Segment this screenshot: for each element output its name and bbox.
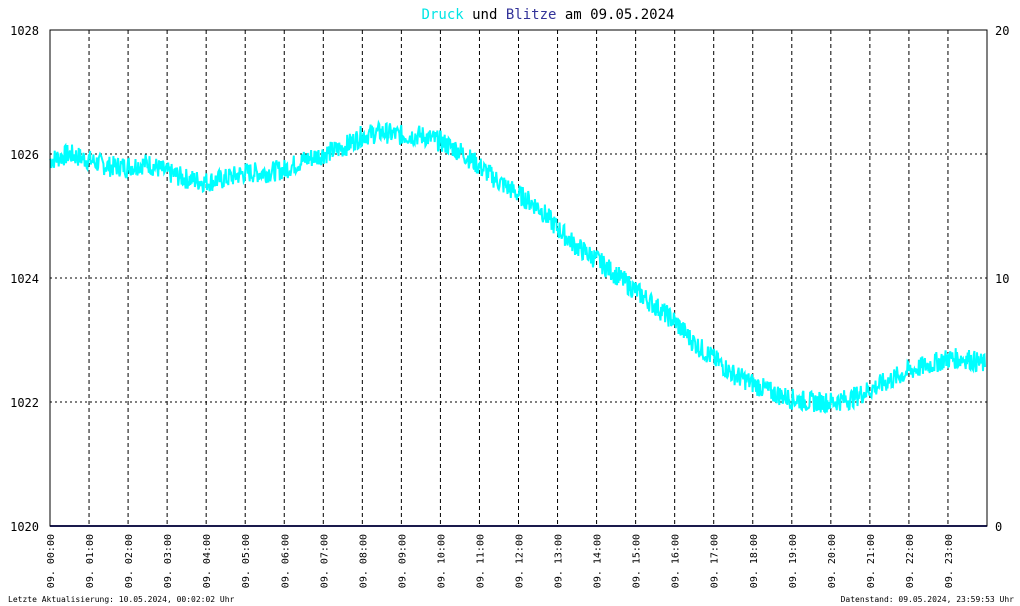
x-tick-label: 09. 07:00 bbox=[319, 534, 330, 588]
x-tick-label: 09. 21:00 bbox=[866, 534, 877, 588]
x-tick-label: 09. 19:00 bbox=[788, 534, 799, 588]
x-tick-label: 09. 10:00 bbox=[436, 534, 447, 588]
y-right-tick-label: 0 bbox=[995, 520, 1002, 534]
footer-data-status: Datenstand: 09.05.2024, 23:59:53 Uhr bbox=[841, 595, 1015, 604]
x-tick-label: 09. 01:00 bbox=[85, 534, 96, 588]
x-tick-label: 09. 20:00 bbox=[827, 534, 838, 588]
x-tick-label: 09. 03:00 bbox=[163, 534, 174, 588]
x-tick-label: 09. 12:00 bbox=[515, 534, 526, 588]
y-left-tick-label: 1022 bbox=[10, 396, 39, 410]
x-tick-label: 09. 08:00 bbox=[358, 534, 369, 588]
title-connector: und bbox=[464, 7, 506, 23]
footer-last-update: Letzte Aktualisierung: 10.05.2024, 00:02… bbox=[8, 595, 235, 604]
x-tick-label: 09. 04:00 bbox=[202, 534, 213, 588]
x-tick-label: 09. 14:00 bbox=[593, 534, 604, 588]
y-left-tick-label: 1028 bbox=[10, 24, 39, 38]
x-tick-label: 09. 16:00 bbox=[671, 534, 682, 588]
title-pressure-label: Druck bbox=[422, 7, 465, 23]
x-tick-label: 09. 15:00 bbox=[632, 534, 643, 588]
x-tick-label: 09. 00:00 bbox=[46, 534, 57, 588]
x-tick-label: 09. 11:00 bbox=[475, 534, 486, 588]
grid-layer bbox=[50, 30, 987, 526]
y-left-tick-label: 1026 bbox=[10, 148, 39, 162]
x-tick-label: 09. 23:00 bbox=[944, 534, 955, 588]
chart-title: Druck und Blitze am 09.05.2024 bbox=[422, 7, 675, 23]
y-left-tick-label: 1020 bbox=[10, 520, 39, 534]
x-tick-label: 09. 13:00 bbox=[554, 534, 565, 588]
x-tick-label: 09. 06:00 bbox=[280, 534, 291, 588]
y-right-tick-label: 10 bbox=[995, 272, 1009, 286]
title-lightning-label: Blitze bbox=[506, 7, 557, 23]
x-tick-label: 09. 17:00 bbox=[710, 534, 721, 588]
x-tick-label: 09. 05:00 bbox=[241, 534, 252, 588]
series-druck-line bbox=[49, 119, 986, 415]
x-tick-label: 09. 22:00 bbox=[905, 534, 916, 588]
x-tick-label: 09. 02:00 bbox=[124, 534, 135, 588]
plot-frame bbox=[49, 29, 988, 527]
title-date: am 09.05.2024 bbox=[556, 7, 674, 23]
y-left-tick-label: 1024 bbox=[10, 272, 39, 286]
x-tick-label: 09. 18:00 bbox=[749, 534, 760, 588]
y-right-tick-label: 20 bbox=[995, 24, 1009, 38]
x-tick-label: 09. 09:00 bbox=[397, 534, 408, 588]
